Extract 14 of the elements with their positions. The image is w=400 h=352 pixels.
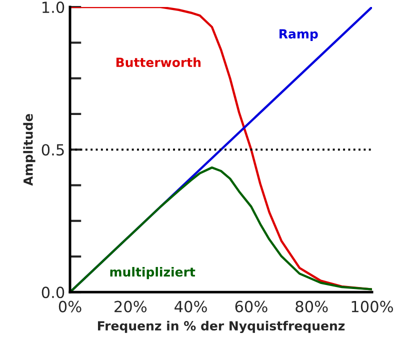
x-tick-label: 60%: [235, 300, 268, 312]
series-label: Butterworth: [116, 57, 201, 68]
x-tick-label: 80%: [296, 300, 328, 312]
series-label: Ramp: [280, 29, 318, 42]
y-tick-label: 0.0: [42, 286, 64, 298]
y-tick-label: 1.0: [42, 2, 64, 14]
x-tick-label: 40%: [174, 300, 207, 312]
y-tick-label: 0.5: [42, 144, 64, 156]
x-axis-title: Frequenz in % der Nyquistfrequenz: [98, 320, 345, 334]
x-tick-label: 20%: [114, 300, 147, 312]
x-tick-label: 0%: [58, 300, 82, 312]
x-tick-label: 100%: [352, 300, 393, 312]
series-label: multipliziert: [110, 266, 196, 280]
y-axis-title: Amplitude: [23, 114, 36, 186]
